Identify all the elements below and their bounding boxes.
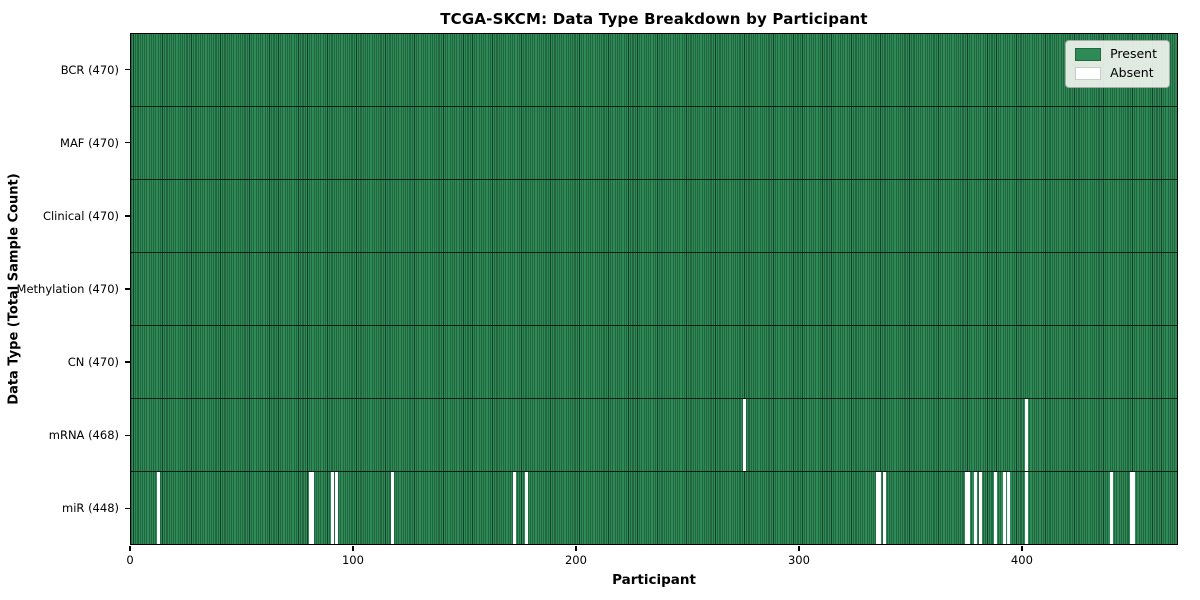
- y-tick-label: Methylation (470): [16, 281, 119, 296]
- x-tick-mark: [129, 546, 131, 551]
- presence-row-maf: [131, 107, 1177, 180]
- x-tick-mark: [798, 546, 800, 551]
- legend: Present Absent: [1065, 40, 1170, 88]
- absent-mark: [335, 472, 339, 544]
- y-tick-cell: mRNA (468): [0, 399, 130, 472]
- absent-mark: [330, 472, 334, 544]
- legend-label-present: Present: [1110, 46, 1157, 62]
- y-tick-labels: BCR (470) MAF (470) Clinical (470) Methylat…: [0, 33, 130, 545]
- x-tick-mark: [575, 546, 577, 551]
- y-tick-mark: [125, 288, 130, 290]
- x-tick-label: 300: [787, 553, 810, 567]
- absent-mark: [391, 472, 394, 544]
- y-tick-mark: [125, 142, 130, 144]
- presence-row-mir: [131, 472, 1177, 544]
- y-tick-mark: [125, 68, 130, 71]
- absent-mark: [1132, 472, 1136, 544]
- x-tick-label: 200: [564, 553, 587, 567]
- absent-mark: [1025, 399, 1029, 471]
- absent-mark: [878, 472, 882, 544]
- presence-row-mrna: [131, 399, 1177, 472]
- absent-mark: [967, 472, 971, 544]
- absent-mark: [310, 472, 314, 544]
- absent-swatch-icon: [1075, 67, 1102, 80]
- y-tick-mark: [125, 215, 130, 217]
- x-tick-mark: [1021, 546, 1023, 551]
- y-tick-label: mRNA (468): [48, 428, 119, 443]
- absent-mark: [882, 472, 886, 544]
- absent-mark: [978, 472, 982, 544]
- rows: [131, 34, 1177, 544]
- y-tick-cell: MAF (470): [0, 106, 130, 179]
- absent-mark: [876, 472, 880, 544]
- legend-label-absent: Absent: [1110, 65, 1154, 81]
- y-tick-mark: [125, 434, 130, 436]
- y-tick-cell: miR (448): [0, 472, 130, 545]
- absent-mark: [1003, 472, 1007, 544]
- y-tick-label: Clinical (470): [42, 208, 119, 223]
- presence-row-bcr: [131, 34, 1177, 107]
- absent-mark: [974, 472, 978, 544]
- y-tick-label: CN (470): [67, 355, 119, 370]
- chart-title: TCGA-SKCM: Data Type Breakdown by Partic…: [440, 10, 868, 28]
- absent-mark: [513, 472, 517, 544]
- presence-row-clinical: [131, 180, 1177, 253]
- y-tick-cell: CN (470): [0, 326, 130, 399]
- y-tick-cell: Methylation (470): [0, 252, 130, 325]
- legend-entry-absent: Absent: [1075, 67, 1157, 80]
- y-tick-label: BCR (470): [60, 62, 119, 77]
- present-swatch-icon: [1075, 48, 1102, 61]
- y-tick-label: MAF (470): [60, 135, 119, 150]
- absent-mark: [1129, 472, 1133, 544]
- presence-row-methylation: [131, 253, 1177, 326]
- absent-mark: [1007, 472, 1011, 544]
- absent-mark: [1109, 472, 1113, 544]
- y-tick-cell: Clinical (470): [0, 179, 130, 252]
- x-tick-mark: [352, 546, 354, 551]
- x-axis-ticks: 0 100 200 300 400: [126, 546, 1178, 572]
- absent-mark: [308, 472, 312, 544]
- x-tick-label: 100: [341, 553, 364, 567]
- y-tick-mark: [125, 361, 130, 363]
- legend-entry-present: Present: [1075, 48, 1157, 61]
- absent-mark: [742, 399, 746, 471]
- x-axis-label: Participant: [612, 572, 696, 588]
- absent-mark: [1025, 472, 1029, 544]
- x-tick-label: 400: [1010, 553, 1033, 567]
- plot-area: Present Absent: [130, 33, 1178, 545]
- y-tick-cell: BCR (470): [0, 33, 130, 106]
- absent-mark: [965, 472, 969, 544]
- presence-row-cn: [131, 326, 1177, 399]
- y-tick-label: miR (448): [62, 501, 119, 516]
- x-tick-label: 0: [126, 553, 134, 567]
- absent-mark: [157, 472, 161, 544]
- y-tick-mark: [125, 507, 130, 510]
- absent-mark: [994, 472, 998, 544]
- absent-mark: [524, 472, 528, 544]
